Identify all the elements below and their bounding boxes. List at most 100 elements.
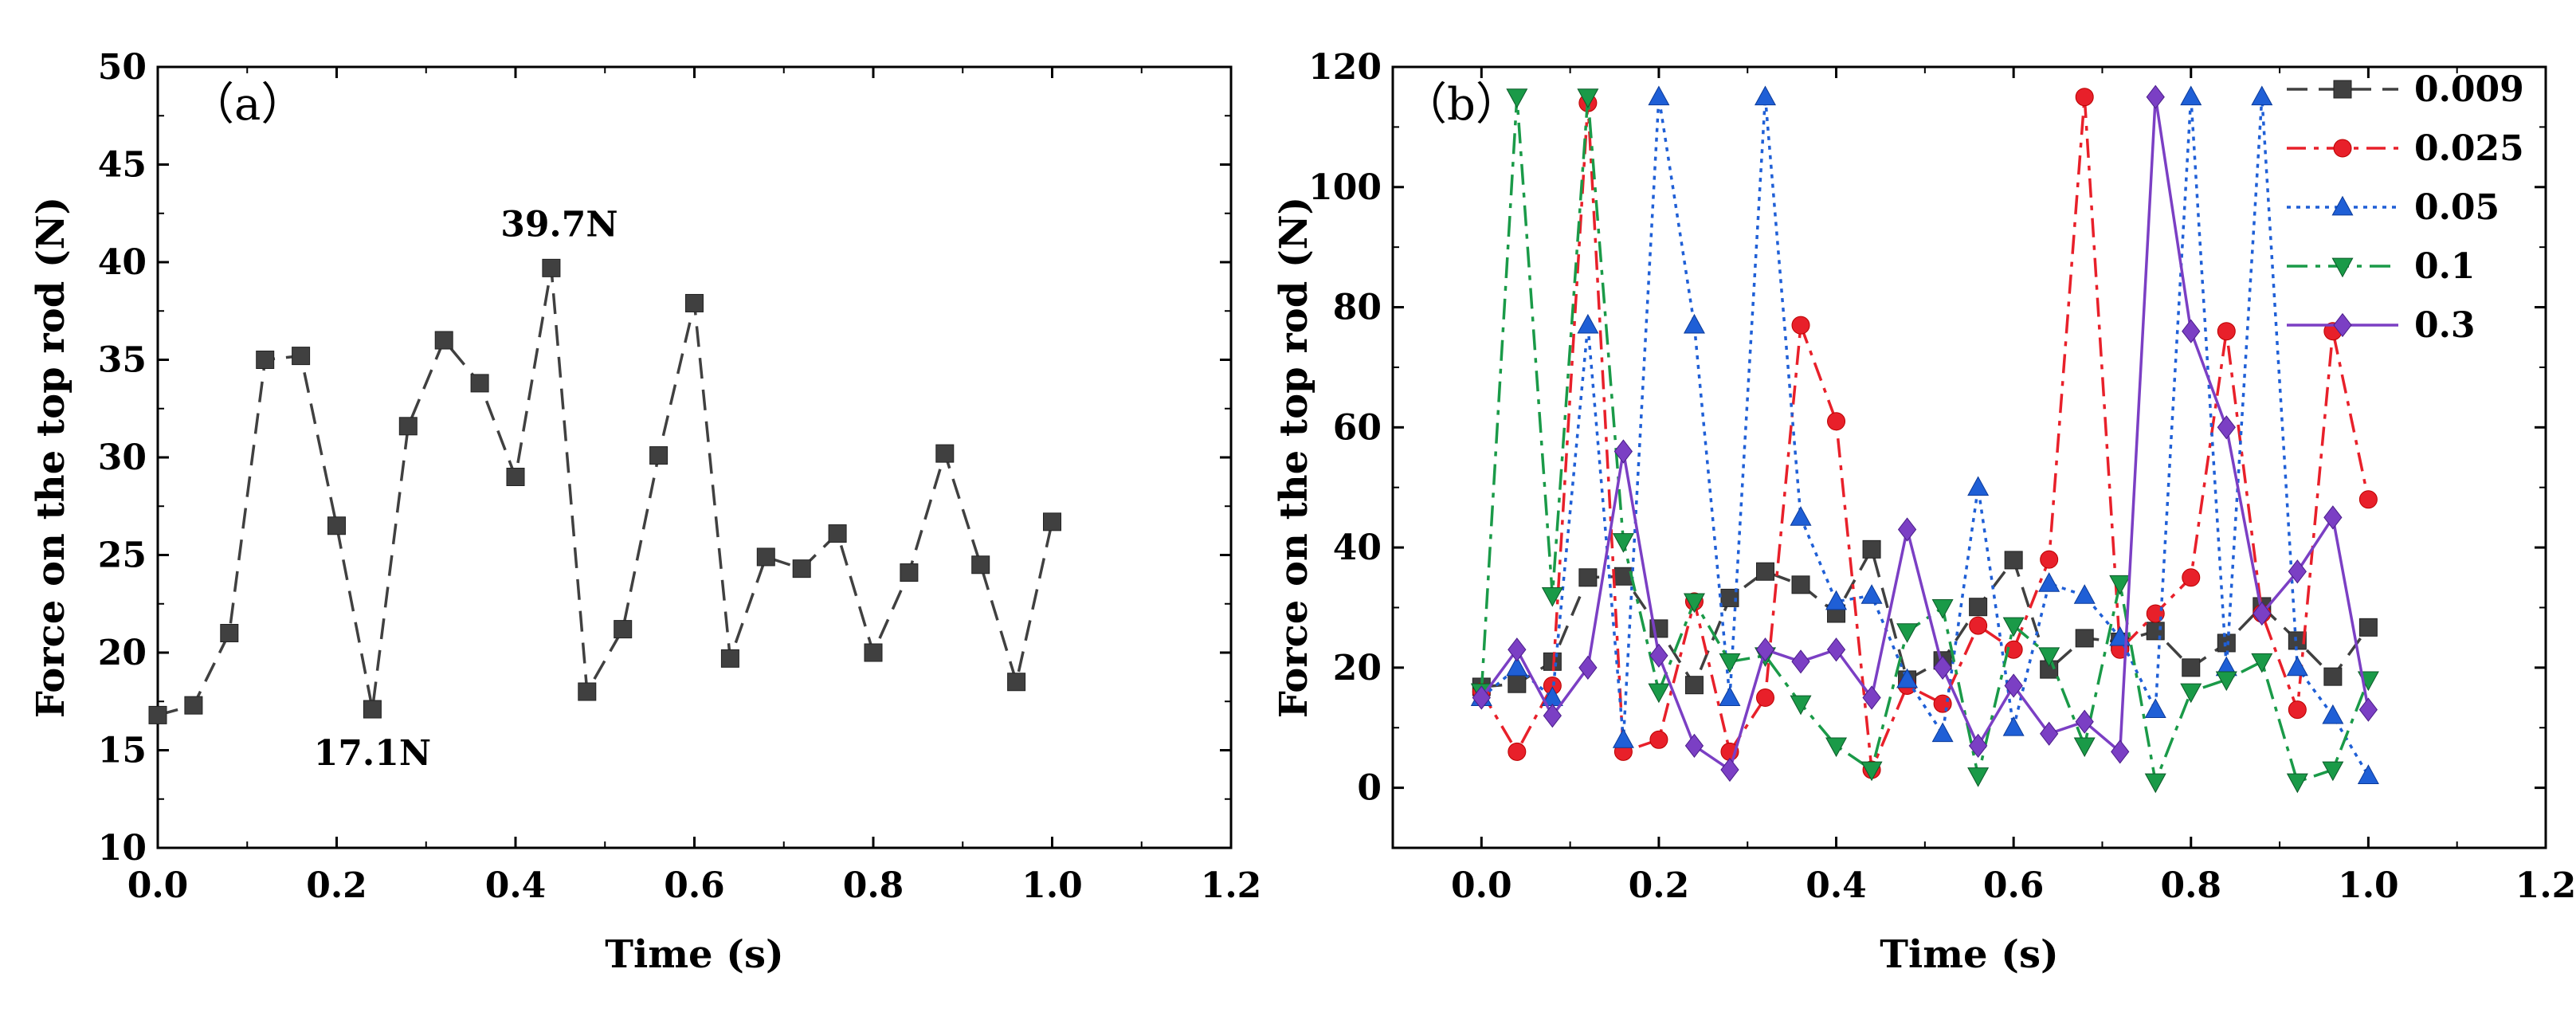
data-point [506,468,525,486]
data-point [2182,319,2201,343]
data-point [864,643,883,662]
series-0.1 [1470,88,2379,794]
series-line [1480,95,2370,771]
data-point [2075,88,2094,107]
data-point [1969,733,1988,758]
series-0.3 [1472,84,2378,783]
data-point [649,446,669,465]
data-point [1897,517,1917,542]
data-point [971,555,990,575]
data-point [1790,695,1812,716]
y-tick-label: 80 [1333,288,1382,328]
series-0.05 [1470,85,2379,784]
series-line [1480,95,2370,783]
data-point [1755,637,1775,662]
legend-label: 0.009 [2414,69,2524,110]
x-tick-label: 0.8 [843,865,904,906]
plot-frame [156,65,1233,849]
data-point [2217,633,2236,653]
data-point [792,559,811,579]
legend-marker [2333,312,2352,338]
x-tick-label: 1.2 [2515,865,2576,906]
data-point [1683,593,1705,614]
data-point [900,563,919,582]
legend-label: 0.05 [2414,187,2500,228]
data-point [1649,643,1668,668]
data-point [1860,761,1883,782]
data-point [327,516,346,535]
data-point [2111,739,2130,764]
data-point [1720,588,1739,607]
data-point [1613,439,1633,464]
data-point [1825,590,1848,610]
y-tick-label: 40 [98,242,147,283]
y-tick-label: 100 [1308,167,1382,208]
annotation-label: 17.1N [314,733,431,774]
x-tick-label: 0.0 [127,865,189,906]
data-point [2040,721,2059,746]
data-point [1969,616,1988,635]
x-tick-label: 1.0 [1021,865,1083,906]
data-point [256,351,275,369]
legend-marker [2333,139,2352,158]
data-point [542,258,561,277]
data-point [2180,683,2202,704]
data-point [1933,694,1952,713]
data-point [398,417,418,436]
data-point [2002,617,2025,637]
data-point [1969,598,1988,617]
data-point [1790,506,1812,526]
data-point [1578,568,1598,587]
data-point [2004,673,2023,698]
data-point [1896,623,1919,643]
y-tick-label: 30 [98,437,147,478]
data-point [1648,85,1670,106]
data-point [756,547,775,567]
data-point [1791,575,1810,594]
data-point [1007,673,1026,692]
x-axis-title: Time (s) [1880,932,2058,977]
series-0.009 [148,258,1061,724]
data-point [2146,622,2165,641]
data-point [2323,667,2343,686]
panel-a: 0.0 0.2 0.4 0.6 0.8 1.0 1.2 10 15 20 25 30 35 40 45 50 T… [29,47,1261,977]
y-tick-label: 120 [1308,47,1382,88]
y-tick-label: 35 [98,340,147,381]
x-tick-label: 0.2 [1629,865,1690,906]
data-point [2251,85,2273,106]
data-point [1543,704,1562,728]
data-point [363,700,382,719]
data-point [1613,567,1633,586]
legend-label: 0.025 [2414,128,2524,169]
data-point [2322,761,2344,782]
data-point [1755,562,1774,581]
data-point [1860,584,1883,604]
y-tick-label: 20 [1333,648,1382,688]
y-tick-label: 20 [98,633,147,673]
data-point [1791,316,1810,335]
y-tick-label: 50 [98,47,147,88]
panel-label: （a） [190,79,305,131]
y-tick-label: 25 [98,535,147,576]
data-point [1578,655,1598,680]
data-point [1825,737,1848,758]
data-point [2322,704,2344,724]
data-point [1933,655,1952,680]
data-point [148,705,167,724]
legend: 0.009 0.025 0.05 0.1 0.3 [2287,69,2524,346]
data-point [1612,728,1634,748]
data-point [1649,730,1668,749]
data-point [2180,85,2202,106]
x-tick-label: 0.8 [2160,865,2221,906]
data-point [2146,84,2165,109]
data-point [1684,733,1704,758]
data-point [1719,653,1741,673]
data-point [2073,737,2096,758]
data-point [1720,757,1739,783]
data-point [1508,637,1527,662]
data-point [220,624,239,642]
data-point [614,620,633,639]
x-tick-label: 1.0 [2338,865,2399,906]
data-point [2144,773,2166,794]
